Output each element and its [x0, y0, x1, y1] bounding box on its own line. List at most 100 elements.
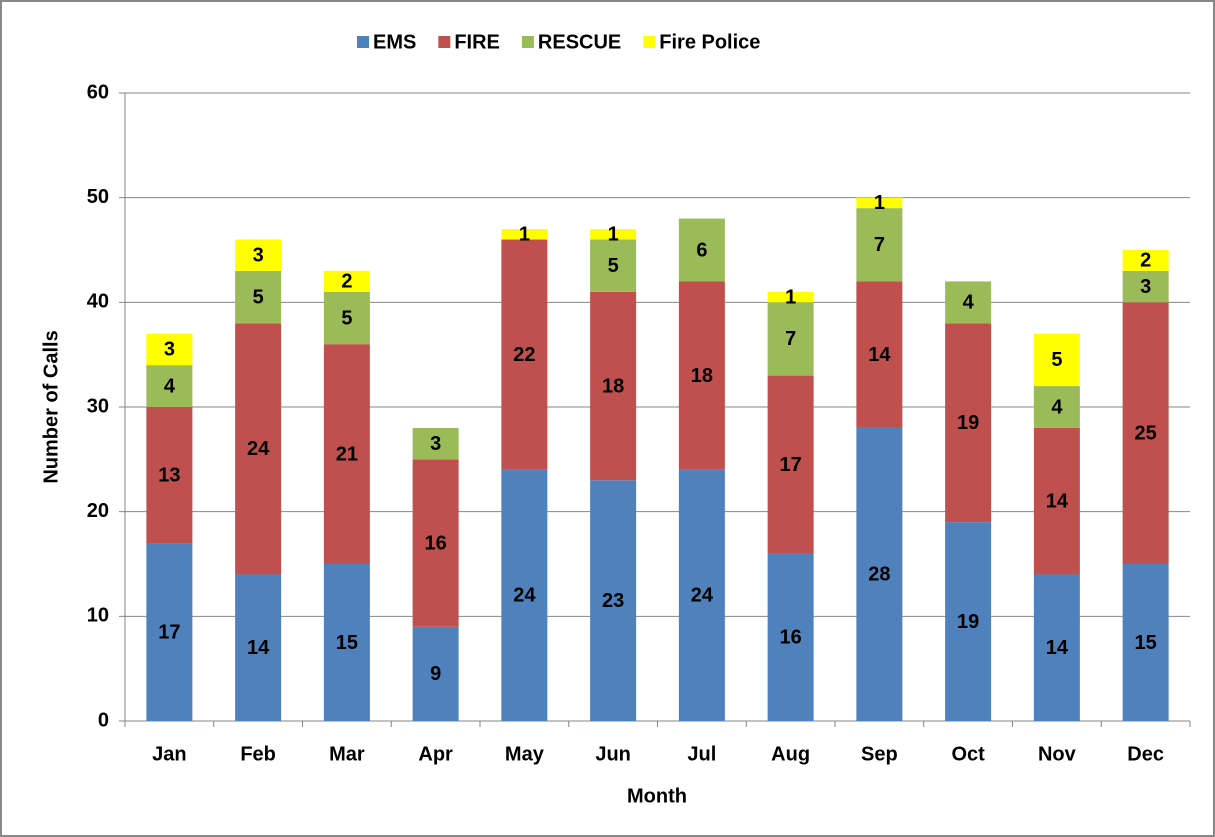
legend-label: RESCUE — [538, 31, 621, 53]
data-label: 22 — [513, 344, 535, 366]
bar-segment — [767, 302, 814, 376]
data-label: 7 — [874, 234, 885, 256]
x-tick-label: Feb — [240, 743, 276, 765]
y-tick-label: 40 — [87, 291, 109, 313]
bar-segment — [856, 197, 903, 209]
data-label: 14 — [1046, 490, 1069, 512]
data-label: 4 — [164, 375, 176, 397]
bar-segment — [1122, 302, 1169, 564]
data-label: 4 — [1051, 396, 1063, 418]
y-tick-label: 60 — [87, 81, 109, 103]
data-label: 5 — [1051, 349, 1062, 371]
legend-swatch — [438, 36, 451, 48]
data-label: 23 — [602, 590, 624, 612]
bar-segment — [1122, 270, 1169, 303]
legend-label: FIRE — [454, 31, 500, 53]
y-tick-label: 0 — [98, 709, 109, 731]
bar-segment — [412, 626, 459, 721]
data-label: 19 — [957, 412, 979, 434]
data-label: 24 — [247, 438, 270, 460]
bar-segment — [146, 543, 193, 721]
data-label: 5 — [341, 307, 352, 329]
x-tick-label: Apr — [418, 743, 453, 765]
bar-segment — [767, 553, 814, 721]
x-tick-label: Nov — [1038, 743, 1077, 765]
data-label: 4 — [963, 292, 975, 314]
x-axis-title: Month — [627, 785, 687, 807]
bar-segment — [323, 344, 370, 564]
data-label: 13 — [158, 464, 180, 486]
legend-label: Fire Police — [659, 31, 760, 53]
data-label: 28 — [868, 564, 890, 586]
bar-segment — [678, 469, 725, 721]
x-tick-label: Jul — [687, 743, 716, 765]
data-label: 1 — [608, 224, 619, 246]
x-tick-label: Oct — [951, 743, 985, 765]
bar-segment — [590, 229, 637, 240]
data-label: 18 — [691, 365, 713, 387]
x-tick-label: Sep — [861, 743, 898, 765]
data-label: 24 — [513, 585, 536, 607]
bar-segment — [1122, 564, 1169, 721]
data-label: 15 — [1135, 632, 1157, 654]
data-label: 14 — [868, 344, 891, 366]
data-label: 25 — [1135, 422, 1157, 444]
bar-segment — [323, 270, 370, 292]
bar-segment — [235, 239, 282, 271]
legend-swatch — [643, 36, 656, 48]
data-label: 18 — [602, 375, 624, 397]
bar-segment — [767, 291, 814, 303]
x-tick-label: Dec — [1127, 743, 1164, 765]
data-label: 2 — [341, 271, 352, 293]
data-label: 3 — [1140, 276, 1151, 298]
bar-segment — [856, 208, 903, 282]
data-label: 2 — [1140, 250, 1151, 272]
data-label: 6 — [696, 239, 707, 261]
bar-segment — [235, 574, 282, 721]
y-tick-label: 50 — [87, 186, 109, 208]
bar-segment — [590, 291, 637, 481]
bar-segment — [856, 427, 903, 721]
data-label: 14 — [1046, 637, 1069, 659]
bar-segment — [501, 469, 548, 721]
data-label: 14 — [247, 637, 270, 659]
bar-segment — [323, 291, 370, 345]
bar-segment — [235, 270, 282, 324]
x-tick-label: May — [505, 743, 545, 765]
data-label: 3 — [430, 433, 441, 455]
legend-swatch — [357, 36, 369, 48]
bar-segment — [501, 239, 548, 470]
bar-segment — [590, 239, 637, 292]
bar-segment — [678, 281, 725, 470]
data-label: 19 — [957, 611, 979, 633]
data-label: 5 — [608, 255, 619, 277]
legend-swatch — [521, 36, 534, 48]
bar-segment — [412, 459, 459, 627]
bar-segment — [767, 375, 814, 554]
legend-label: EMS — [373, 31, 416, 53]
data-label: 3 — [253, 245, 264, 267]
bar-segment — [1033, 574, 1080, 721]
bar-segment — [945, 281, 992, 324]
data-label: 1 — [785, 286, 796, 308]
bar-segment — [412, 427, 459, 460]
data-label: 3 — [164, 339, 175, 361]
y-tick-label: 10 — [87, 605, 109, 627]
bar-segment — [945, 522, 992, 721]
x-tick-label: Aug — [771, 743, 810, 765]
x-tick-label: Jun — [595, 743, 631, 765]
x-tick-label: Mar — [329, 743, 365, 765]
data-label: 1 — [519, 224, 530, 246]
bar-segment — [678, 218, 725, 282]
bar-segment — [146, 365, 193, 407]
data-label: 16 — [780, 627, 802, 649]
bar-segment — [146, 407, 193, 544]
data-label: 24 — [691, 585, 714, 607]
y-tick-label: 20 — [87, 500, 109, 522]
bar-segment — [323, 564, 370, 721]
bar-segment — [1033, 386, 1080, 428]
data-label: 21 — [336, 443, 358, 465]
data-label: 9 — [430, 663, 441, 685]
y-tick-label: 30 — [87, 395, 109, 417]
